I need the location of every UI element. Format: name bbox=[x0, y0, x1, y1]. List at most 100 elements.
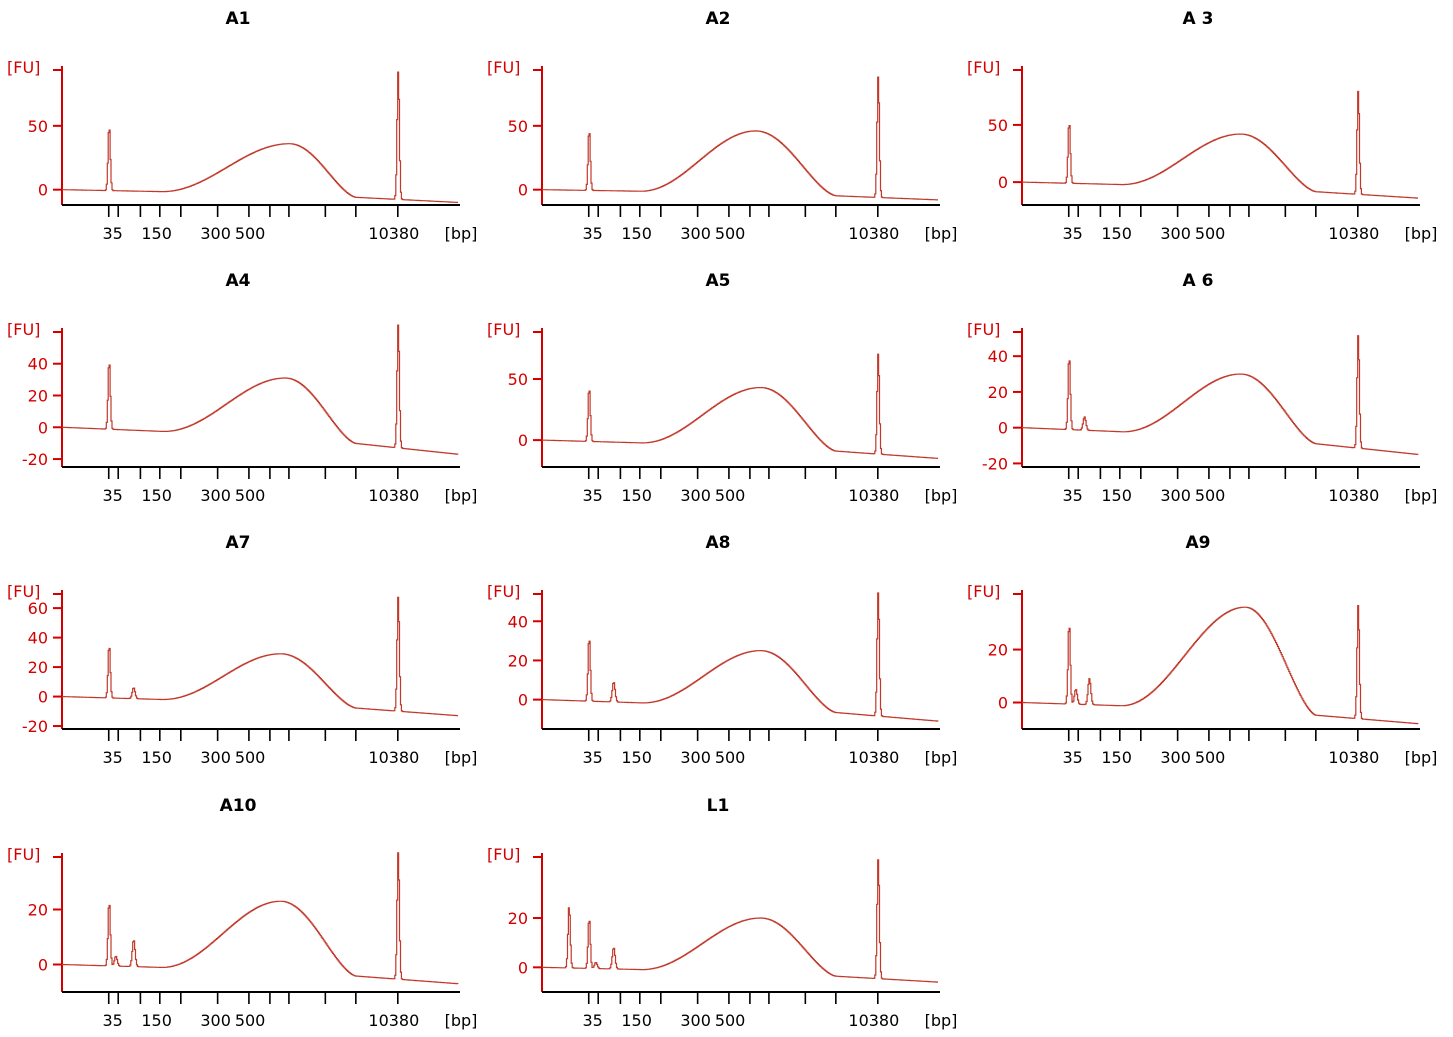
y-tick-label: -20 bbox=[22, 450, 48, 469]
x-tick-label: 35 bbox=[583, 224, 603, 243]
x-tick-label: 500 bbox=[235, 1011, 266, 1030]
x-tick-label: 35 bbox=[583, 1011, 603, 1030]
x-tick-label: 300 bbox=[680, 748, 711, 767]
electropherogram-trace bbox=[1022, 606, 1418, 724]
x-tick-label: 500 bbox=[715, 224, 746, 243]
x-tick-label: 300 bbox=[680, 224, 711, 243]
x-axis-label: [bp] bbox=[445, 748, 478, 767]
y-axis-label: [FU] bbox=[7, 320, 40, 339]
y-tick-label: -20 bbox=[982, 454, 1008, 473]
y-tick-label: 0 bbox=[998, 694, 1008, 713]
y-tick-label: 0 bbox=[38, 418, 48, 437]
y-axis-label: [FU] bbox=[967, 582, 1000, 601]
y-tick-label: 50 bbox=[28, 117, 48, 136]
x-tick-label: 300 bbox=[200, 1011, 231, 1030]
y-tick-label: 20 bbox=[988, 641, 1008, 660]
x-axis-label: [bp] bbox=[1405, 748, 1438, 767]
y-tick-label: -20 bbox=[22, 717, 48, 736]
y-axis-label: [FU] bbox=[7, 58, 40, 77]
y-tick-label: 0 bbox=[518, 958, 528, 977]
x-tick-label: 500 bbox=[1195, 224, 1226, 243]
x-tick-label: 35 bbox=[103, 748, 123, 767]
y-tick-label: 50 bbox=[508, 370, 528, 389]
x-tick-label: 35 bbox=[1063, 748, 1083, 767]
x-tick-label: 10380 bbox=[848, 486, 899, 505]
x-tick-label: 500 bbox=[715, 748, 746, 767]
x-tick-label: 300 bbox=[200, 224, 231, 243]
electropherogram-trace bbox=[542, 77, 938, 200]
y-axis-label: [FU] bbox=[7, 845, 40, 864]
panel-title: A4 bbox=[226, 271, 251, 291]
x-axis-label: [bp] bbox=[925, 748, 958, 767]
electropherogram-trace bbox=[542, 593, 938, 721]
electropherogram-trace bbox=[62, 597, 458, 715]
x-tick-label: 150 bbox=[141, 486, 172, 505]
y-tick-label: 0 bbox=[38, 181, 48, 200]
x-axis-label: [bp] bbox=[925, 224, 958, 243]
y-tick-label: 50 bbox=[508, 117, 528, 136]
x-tick-label: 10380 bbox=[368, 224, 419, 243]
y-tick-label: 20 bbox=[508, 909, 528, 928]
y-axis-label: [FU] bbox=[487, 58, 520, 77]
electropherogram-trace bbox=[62, 853, 458, 984]
x-axis-label: [bp] bbox=[925, 1011, 958, 1030]
x-tick-label: 35 bbox=[103, 486, 123, 505]
x-axis-label: [bp] bbox=[925, 486, 958, 505]
x-tick-label: 500 bbox=[1195, 748, 1226, 767]
x-tick-label: 10380 bbox=[848, 224, 899, 243]
x-tick-label: 150 bbox=[141, 748, 172, 767]
y-tick-label: 50 bbox=[988, 116, 1008, 135]
y-axis-label: [FU] bbox=[967, 58, 1000, 77]
panel-title: A2 bbox=[706, 9, 731, 29]
x-tick-label: 35 bbox=[583, 486, 603, 505]
y-tick-label: 20 bbox=[28, 658, 48, 677]
panel-title: A 6 bbox=[1183, 271, 1214, 291]
y-tick-label: 0 bbox=[38, 688, 48, 707]
x-tick-label: 300 bbox=[200, 486, 231, 505]
x-axis-label: [bp] bbox=[445, 1011, 478, 1030]
x-tick-label: 150 bbox=[621, 486, 652, 505]
x-tick-label: 10380 bbox=[368, 1011, 419, 1030]
x-tick-label: 150 bbox=[141, 1011, 172, 1030]
x-tick-label: 10380 bbox=[848, 748, 899, 767]
x-tick-label: 35 bbox=[583, 748, 603, 767]
x-tick-label: 150 bbox=[141, 224, 172, 243]
x-tick-label: 150 bbox=[1101, 486, 1132, 505]
y-tick-label: 0 bbox=[998, 173, 1008, 192]
electropherogram-trace bbox=[542, 860, 938, 982]
y-tick-label: 20 bbox=[28, 901, 48, 920]
panel-title: A1 bbox=[226, 9, 251, 29]
x-tick-label: 150 bbox=[621, 748, 652, 767]
y-axis-label: [FU] bbox=[487, 845, 520, 864]
y-tick-label: 60 bbox=[28, 599, 48, 618]
x-tick-label: 10380 bbox=[1328, 748, 1379, 767]
y-axis-label: [FU] bbox=[967, 320, 1000, 339]
x-axis-label: [bp] bbox=[445, 486, 478, 505]
y-tick-label: 20 bbox=[988, 383, 1008, 402]
x-tick-label: 150 bbox=[1101, 224, 1132, 243]
x-tick-label: 10380 bbox=[848, 1011, 899, 1030]
x-tick-label: 150 bbox=[621, 224, 652, 243]
y-tick-label: 40 bbox=[28, 629, 48, 648]
panel-title: A8 bbox=[706, 533, 731, 553]
x-tick-label: 300 bbox=[200, 748, 231, 767]
x-tick-label: 500 bbox=[235, 748, 266, 767]
y-tick-label: 20 bbox=[28, 387, 48, 406]
x-tick-label: 500 bbox=[715, 486, 746, 505]
